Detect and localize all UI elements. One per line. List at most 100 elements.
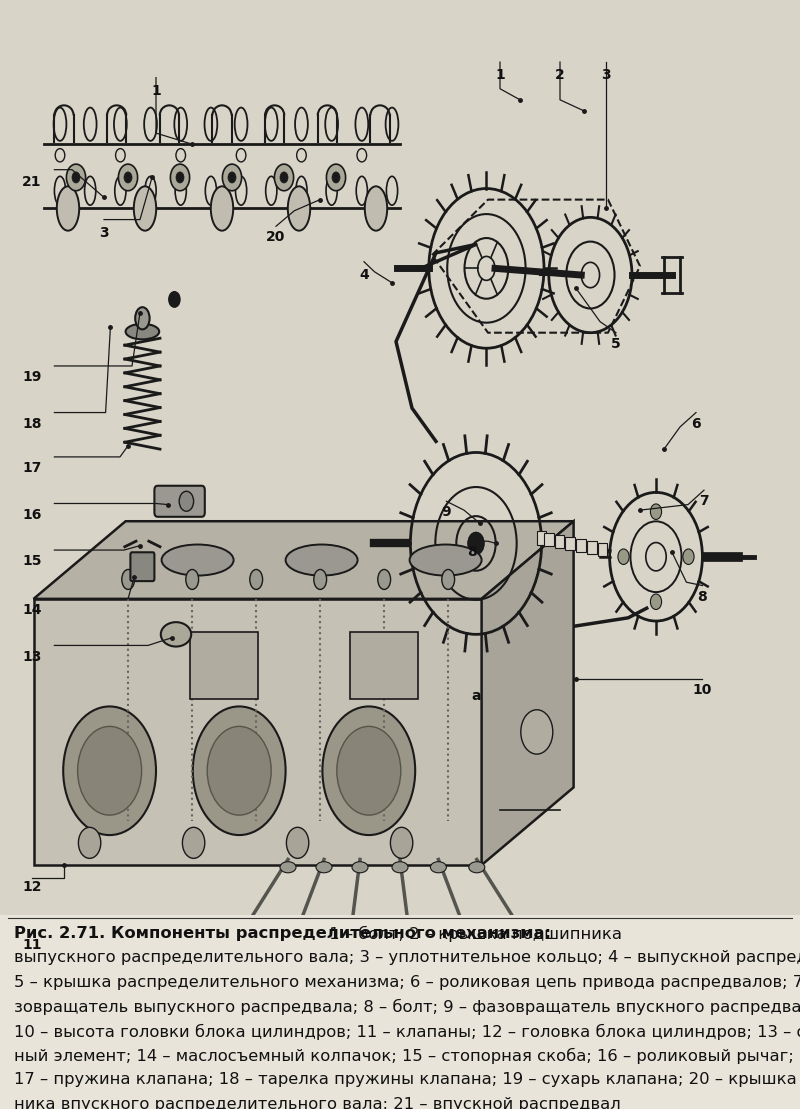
Bar [0,915,800,1109]
Ellipse shape [326,176,338,205]
Ellipse shape [54,108,66,141]
Text: 1: 1 [151,84,161,98]
Bar [544,532,554,546]
Circle shape [63,706,156,835]
Text: выпускного распределительного вала; 3 – уплотнительное кольцо; 4 – выпускной рас: выпускного распределительного вала; 3 – … [14,950,800,966]
Text: 7: 7 [699,495,709,508]
Ellipse shape [114,176,126,205]
Bar [350,632,418,699]
Ellipse shape [386,176,398,205]
Text: 16: 16 [22,508,42,521]
Ellipse shape [295,108,308,141]
Circle shape [170,164,190,191]
Ellipse shape [174,108,187,141]
Ellipse shape [84,108,97,141]
Ellipse shape [316,862,332,873]
Bar [190,632,258,699]
Text: ный элемент; 14 – маслосъемный колпачок; 15 – стопорная скоба; 16 – роликовый ры: ный элемент; 14 – маслосъемный колпачок;… [14,1048,794,1065]
Text: 19: 19 [22,370,42,384]
Circle shape [280,172,288,183]
Text: 8: 8 [467,546,477,559]
Ellipse shape [356,176,367,205]
Text: 21: 21 [22,175,42,189]
Text: 3: 3 [99,226,109,240]
Ellipse shape [145,176,156,205]
Text: 15: 15 [22,554,42,568]
Ellipse shape [326,108,338,141]
Ellipse shape [378,570,390,590]
Circle shape [182,827,205,858]
Circle shape [357,149,366,162]
Bar [587,541,597,554]
Ellipse shape [234,108,247,141]
Bar [554,535,564,548]
Ellipse shape [266,176,277,205]
Ellipse shape [469,862,485,873]
Ellipse shape [442,570,454,590]
Circle shape [169,292,180,307]
Circle shape [468,532,484,554]
Ellipse shape [280,862,296,873]
Bar [566,537,575,550]
Ellipse shape [135,307,150,329]
Text: 8: 8 [698,590,707,603]
Bar [598,543,607,557]
Text: 5 – крышка распределительного механизма; 6 – роликовая цепь привода распредвалов: 5 – крышка распределительного механизма;… [14,975,800,990]
Ellipse shape [144,108,157,141]
Ellipse shape [296,176,307,205]
Ellipse shape [193,993,215,1008]
Text: 17: 17 [22,461,42,475]
Text: 3: 3 [602,69,611,82]
Ellipse shape [478,993,500,1008]
Circle shape [222,164,242,191]
Ellipse shape [205,108,218,141]
Polygon shape [482,521,574,865]
Bar [576,539,586,552]
Circle shape [650,594,662,610]
Ellipse shape [162,545,234,576]
Ellipse shape [126,324,159,339]
Circle shape [322,706,415,835]
Polygon shape [34,521,574,599]
Text: 12: 12 [22,881,42,894]
Circle shape [207,726,271,815]
Text: 10 – высота головки блока цилиндров; 11 – клапаны; 12 – головка блока цилиндров;: 10 – высота головки блока цилиндров; 11 … [14,1024,800,1040]
Text: 10: 10 [693,683,712,696]
Ellipse shape [85,176,96,205]
Ellipse shape [175,176,186,205]
Text: 1 – болт; 2 – крышка подшипника: 1 – болт; 2 – крышка подшипника [325,926,622,943]
Text: ника впускного распределительного вала; 21 – впускной распредвал: ника впускного распределительного вала; … [14,1097,621,1109]
Text: 6: 6 [691,417,701,430]
Ellipse shape [250,570,262,590]
Text: 20: 20 [266,231,286,244]
Ellipse shape [352,862,368,873]
Circle shape [618,549,629,564]
Ellipse shape [206,176,217,205]
Circle shape [297,149,306,162]
Ellipse shape [386,108,398,141]
Ellipse shape [161,622,191,647]
Text: 11: 11 [22,938,42,952]
Ellipse shape [430,862,446,873]
Text: зовращатель выпускного распредвала; 8 – болт; 9 – фазовращатель впускного распре: зовращатель выпускного распредвала; 8 – … [14,999,800,1016]
FancyBboxPatch shape [154,486,205,517]
Ellipse shape [114,108,126,141]
Ellipse shape [332,993,354,1008]
Text: 9: 9 [442,506,451,519]
Circle shape [521,710,553,754]
Circle shape [66,164,86,191]
Text: 17 – пружина клапана; 18 – тарелка пружины клапана; 19 – сухарь клапана; 20 – кр: 17 – пружина клапана; 18 – тарелка пружи… [14,1072,800,1088]
Ellipse shape [406,993,428,1008]
Circle shape [228,172,236,183]
Circle shape [286,827,309,858]
Ellipse shape [262,993,285,1008]
Ellipse shape [134,186,156,231]
Ellipse shape [392,862,408,873]
Circle shape [176,172,184,183]
Ellipse shape [365,186,387,231]
Circle shape [683,549,694,564]
Ellipse shape [550,993,572,1008]
Text: 2: 2 [555,69,565,82]
Text: 13: 13 [22,650,42,663]
Text: 14: 14 [22,603,42,617]
